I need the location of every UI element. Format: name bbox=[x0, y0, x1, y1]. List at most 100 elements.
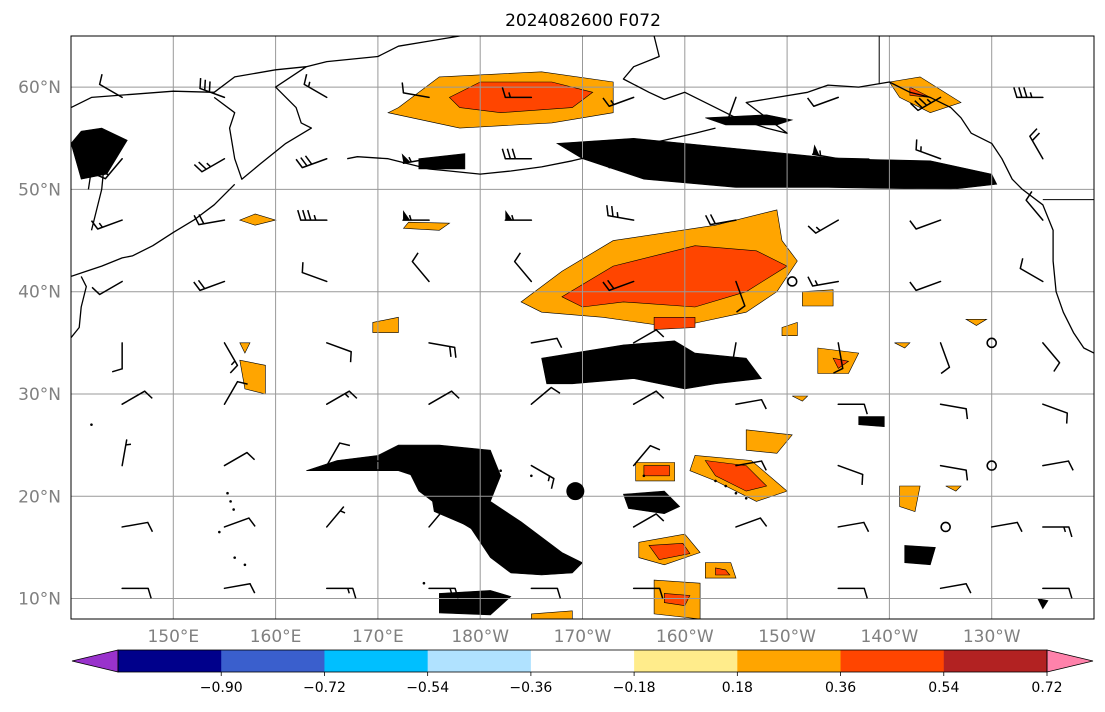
island-11 bbox=[218, 530, 221, 534]
wind-barb-14 bbox=[501, 148, 533, 160]
wind-barb-42 bbox=[326, 342, 352, 363]
wind-barb-2 bbox=[303, 74, 328, 99]
colorbar-segment-5 bbox=[634, 650, 738, 672]
wind-barb-3 bbox=[401, 82, 430, 99]
map-plot-area[interactable] bbox=[71, 36, 1094, 619]
colorbar-label-7: 0.54 bbox=[928, 680, 959, 696]
wind-barb-16 bbox=[709, 148, 737, 160]
lon-label-190: 170°W bbox=[554, 627, 612, 647]
colorbar-extend-low bbox=[71, 649, 119, 673]
island-3 bbox=[499, 469, 502, 472]
colorbar-extend-high bbox=[1046, 649, 1094, 673]
wind-barb-70 bbox=[223, 517, 256, 528]
lat-label-60: 60°N bbox=[18, 78, 61, 98]
shaded-region-8 bbox=[653, 317, 696, 330]
colorbar-segment-3 bbox=[427, 650, 532, 672]
wind-barb-28 bbox=[909, 219, 942, 230]
wind-barb-13 bbox=[401, 153, 430, 165]
shaded-region-11 bbox=[372, 316, 399, 333]
coastline-layer bbox=[71, 36, 1094, 585]
island-7 bbox=[724, 484, 728, 488]
wind-barb-51 bbox=[223, 380, 248, 405]
wind-barb-56 bbox=[735, 398, 767, 410]
colorbar-label-3: −0.36 bbox=[509, 680, 552, 696]
lon-label-200: 160°W bbox=[656, 627, 714, 647]
wind-barb-60 bbox=[121, 439, 132, 467]
wind-barb-33 bbox=[411, 252, 430, 283]
wind-barb-85 bbox=[939, 583, 972, 594]
colorbar-label-6: 0.36 bbox=[825, 680, 856, 696]
wind-barb-54 bbox=[530, 386, 561, 405]
wind-barb-71 bbox=[326, 506, 346, 528]
island-6 bbox=[714, 479, 717, 483]
colorbar: −0.90 −0.72 −0.54 −0.36 −0.18 0.18 0.36 0.54 0.7… bbox=[71, 649, 1094, 696]
shaded-region-36 bbox=[612, 146, 880, 185]
shaded-region-33 bbox=[71, 127, 128, 180]
colorbar-segment-0 bbox=[118, 650, 222, 672]
wind-barb-84 bbox=[837, 587, 868, 599]
colorbar-segment-4 bbox=[530, 650, 635, 672]
shaded-region-32 bbox=[531, 610, 573, 619]
wind-barb-50 bbox=[121, 390, 153, 405]
wind-barb-1 bbox=[199, 78, 226, 99]
wind-barb-38 bbox=[909, 280, 942, 292]
calm-circle-1 bbox=[372, 460, 384, 471]
island-13 bbox=[243, 563, 247, 567]
wind-barb-30 bbox=[91, 280, 123, 296]
longitude-labels: 150°E 160°E 170°E 180°W 170°W 160°W 150°W 140°W… bbox=[147, 627, 1020, 647]
wind-barb-63 bbox=[530, 464, 555, 489]
wind-barb-layer bbox=[90, 74, 1074, 599]
calm-circle-5 bbox=[940, 521, 951, 533]
wind-barb-58 bbox=[939, 403, 969, 420]
wind-barb-72 bbox=[428, 506, 456, 528]
wind-barb-35 bbox=[602, 279, 635, 292]
wind-barb-77 bbox=[1042, 526, 1073, 538]
shaded-region-27 bbox=[715, 567, 731, 576]
wind-barb-61 bbox=[223, 451, 256, 467]
shaded-region-5 bbox=[402, 221, 451, 231]
wind-barb-86 bbox=[1042, 587, 1073, 599]
island-2 bbox=[232, 508, 235, 511]
lon-label-220: 140°W bbox=[861, 627, 919, 647]
wind-barb-36 bbox=[735, 280, 746, 313]
wind-barb-68 bbox=[1042, 460, 1074, 471]
wind-barb-67 bbox=[939, 464, 969, 481]
map-title: 2024082600 F072 bbox=[505, 11, 661, 31]
wind-barb-17 bbox=[811, 144, 839, 160]
wind-barb-48 bbox=[939, 342, 951, 375]
wind-barb-15 bbox=[602, 153, 635, 169]
calm-circle-0 bbox=[786, 276, 798, 287]
wind-barb-74 bbox=[735, 517, 768, 528]
wind-barb-80 bbox=[326, 587, 357, 599]
colorbar-label-8: 0.72 bbox=[1031, 680, 1062, 696]
calm-circle-4 bbox=[986, 460, 998, 471]
marker-layer bbox=[372, 276, 998, 533]
wind-barb-20 bbox=[90, 219, 123, 230]
wind-barb-73 bbox=[632, 513, 665, 528]
wind-barb-27 bbox=[807, 219, 839, 234]
wind-barb-62 bbox=[326, 442, 351, 467]
lat-label-40: 40°N bbox=[18, 283, 61, 303]
wind-barb-5 bbox=[602, 96, 635, 108]
island-14 bbox=[422, 581, 426, 585]
wind-barb-66 bbox=[837, 464, 864, 485]
lon-label-170: 170°E bbox=[352, 627, 404, 647]
wind-barb-75 bbox=[837, 521, 870, 533]
calm-circle-2 bbox=[500, 521, 512, 533]
shaded-region-47 bbox=[904, 545, 936, 566]
coastline-honshu bbox=[71, 276, 87, 339]
shaded-region-30 bbox=[899, 485, 921, 512]
wind-barb-12 bbox=[295, 155, 328, 169]
shaded-region-18 bbox=[792, 395, 809, 402]
lon-label-180: 180°W bbox=[451, 627, 509, 647]
lat-label-50: 50°N bbox=[18, 180, 61, 200]
wind-barb-57 bbox=[837, 403, 868, 415]
wind-barb-41 bbox=[223, 342, 239, 374]
island-1 bbox=[229, 500, 232, 503]
wind-barb-10 bbox=[95, 157, 123, 180]
shaded-region-9 bbox=[802, 289, 834, 307]
wind-barb-76 bbox=[990, 521, 1023, 533]
wind-barb-69 bbox=[121, 521, 154, 533]
map-frame bbox=[70, 35, 1095, 620]
wind-barb-23 bbox=[402, 210, 430, 221]
